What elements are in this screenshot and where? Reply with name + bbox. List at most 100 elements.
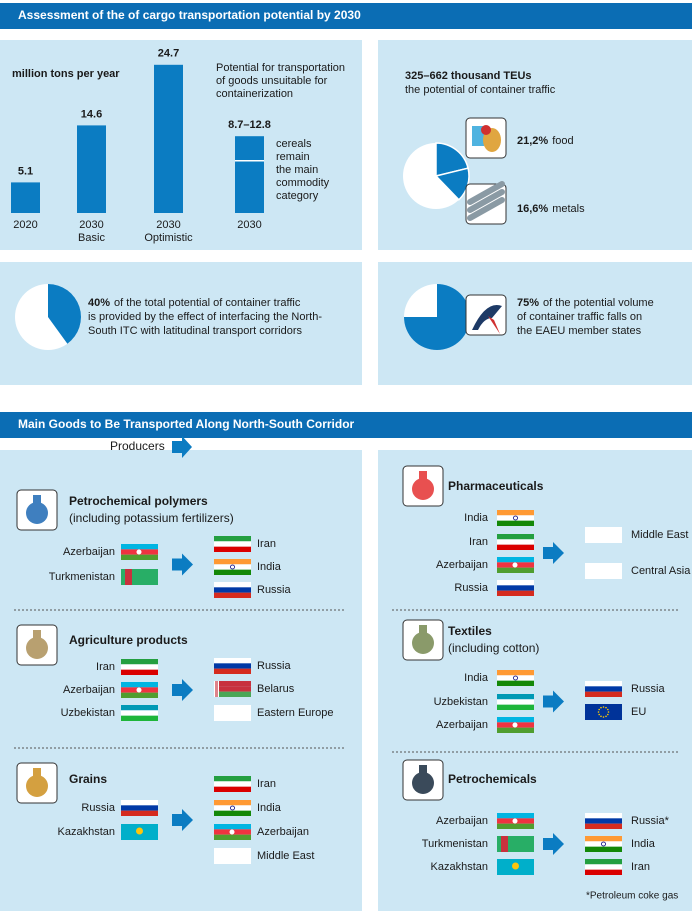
flag-stripe [501,836,508,852]
arrow [172,553,193,576]
flag-stripe [121,805,158,811]
share-percent: 75% [517,297,539,309]
flag-stripe [121,800,158,806]
flag-stripe [121,692,158,698]
group-title: Petrochemical polymers [69,494,208,508]
flag-blank [214,705,251,721]
bar-note: commodity [276,177,330,189]
icon-shape [33,768,41,778]
share-line: of container traffic falls on [517,311,642,323]
share-line: of the potential volume [543,297,654,309]
flag-stripe [214,805,251,811]
bar-value: 8.7–12.8 [228,119,271,131]
teu-title: 325–662 thousand TEUs [405,70,532,82]
flag-stripe [497,727,534,733]
destination: Russia [257,660,292,672]
slice-label: 16,6% metals [517,203,585,215]
icon-shape [412,478,434,500]
bar-note: the main [276,164,318,176]
flag [585,681,622,697]
flag-stripe [121,544,158,550]
flag-stripe [585,841,622,847]
note: Potential for transportation [216,62,345,74]
note: containerization [216,88,293,100]
icon-shape [472,305,502,330]
destination: Middle East [631,529,688,541]
category-label: 2030 [237,219,261,231]
flag-stripe [585,846,622,852]
icon-shape [488,316,500,334]
share-line: South ITC with latitudinal transport cor… [88,325,302,337]
flag-stripe [585,836,622,842]
category-label: Optimistic [144,232,193,244]
flag [121,682,158,698]
pie-slice [404,284,470,350]
flag-emblem [512,562,518,568]
flag-stripe [497,823,534,829]
arrow [172,679,193,701]
flag [214,824,251,840]
flag-stripe [214,559,251,565]
bar-note: cereals [276,138,312,150]
flag-stripe [214,592,251,598]
flag-stripe [497,544,534,550]
share-text: of container traffic falls on [517,311,642,323]
flag-stripe [585,681,622,687]
destination: India [257,561,282,573]
flag-blank [585,527,622,543]
flag-stripe [497,510,534,516]
flag [121,569,158,585]
flag-stripe [585,859,622,865]
flag [497,670,534,686]
flag-stripe [585,704,622,720]
flag-stripe [214,781,251,787]
origin-country: Russia [454,582,489,594]
flag-stripe [497,704,534,710]
flag-stripe [585,691,622,697]
flag-stripe [497,580,534,586]
origin-country: Turkmenistan [422,838,488,850]
origin-country: Kazakhstan [58,826,115,838]
flag-stripe [497,585,534,591]
arrow [172,809,193,831]
flag-stripe [497,813,534,819]
flag-stripe [121,554,158,560]
share-text: is provided by the effect of interfacing… [88,311,322,323]
header-band [0,412,692,438]
flag-stripe [214,800,251,806]
flag-stripe [214,587,251,593]
flag-stripe [585,869,622,875]
flag [497,717,534,733]
flag-star [598,708,600,711]
flag-stripe [585,686,622,692]
bar-value: 5.1 [18,165,33,177]
flag-stripe [214,686,251,692]
origin-country: Azerbaijan [63,546,115,558]
flag-stripe [497,539,534,545]
flag-stripe [585,813,622,819]
flag-blank [214,848,251,864]
teu-subtitle: the potential of container traffic [405,84,556,96]
flag-emblem [229,829,235,835]
flag-stripe [214,541,251,547]
flag [214,559,251,575]
slice-name: metals [552,203,585,215]
icon-shape [33,630,41,640]
flag [214,536,251,552]
flag-emblem [230,805,235,811]
flag [121,824,158,840]
icon-shape [467,189,505,213]
flag-star [605,715,607,718]
flag-stripe [585,818,622,824]
flag-emblem [512,722,518,728]
group-title: Agriculture products [69,633,188,647]
note: of goods unsuitable for [216,75,328,87]
flag-star [602,716,605,718]
flag [214,800,251,816]
flag [497,859,534,875]
origin-country: Azerbaijan [63,684,115,696]
share-line: of the total potential of container traf… [114,297,301,309]
share-text: 75% of the potential volume [517,297,654,309]
slice-name: food [552,135,573,147]
arrow [543,833,564,855]
